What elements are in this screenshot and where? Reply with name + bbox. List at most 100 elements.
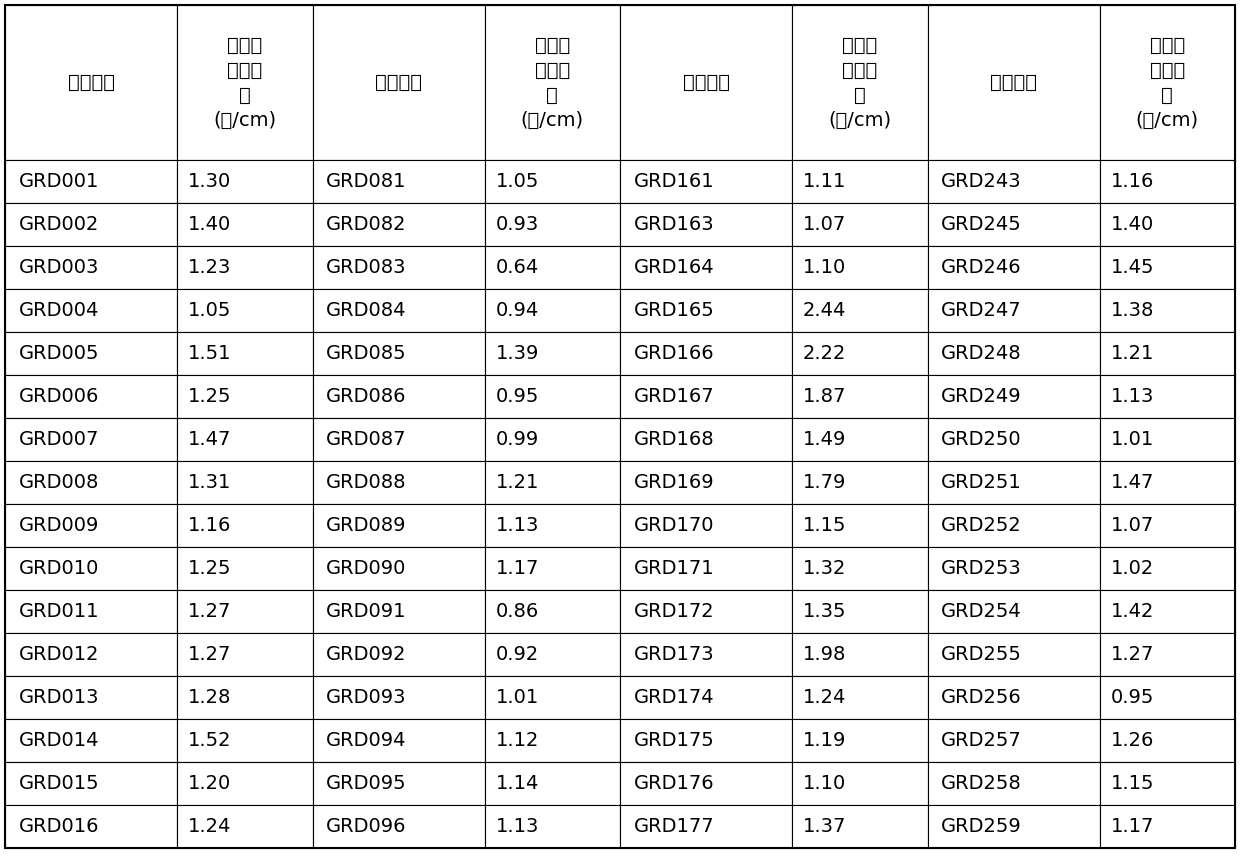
Text: GRD169: GRD169 — [634, 473, 714, 492]
Bar — [928, 375, 1100, 418]
Bar — [312, 375, 485, 418]
Bar — [485, 246, 620, 289]
Text: 0.95: 0.95 — [496, 387, 539, 406]
Bar — [620, 203, 792, 246]
Text: 1.10: 1.10 — [804, 258, 846, 277]
Bar — [620, 805, 792, 848]
Text: GRD256: GRD256 — [941, 688, 1022, 707]
Bar — [928, 590, 1100, 633]
Bar — [177, 375, 312, 418]
Bar — [5, 5, 177, 160]
Bar — [1100, 461, 1235, 504]
Bar — [620, 5, 792, 160]
Bar — [177, 590, 312, 633]
Text: 1.13: 1.13 — [496, 817, 539, 836]
Text: 0.94: 0.94 — [496, 301, 538, 320]
Bar — [177, 461, 312, 504]
Text: 1.07: 1.07 — [1111, 516, 1153, 535]
Text: 1.16: 1.16 — [188, 516, 232, 535]
Bar — [312, 5, 485, 160]
Bar — [928, 461, 1100, 504]
Bar — [177, 203, 312, 246]
Text: 1.52: 1.52 — [188, 731, 232, 750]
Bar — [312, 332, 485, 375]
Text: GRD164: GRD164 — [634, 258, 714, 277]
Text: GRD168: GRD168 — [634, 430, 714, 449]
Text: GRD014: GRD014 — [19, 731, 99, 750]
Bar — [312, 246, 485, 289]
Text: 1.32: 1.32 — [804, 559, 847, 578]
Text: GRD246: GRD246 — [941, 258, 1022, 277]
Text: GRD085: GRD085 — [326, 344, 407, 363]
Bar — [1100, 676, 1235, 719]
Bar — [5, 461, 177, 504]
Bar — [312, 418, 485, 461]
Text: 材料代号: 材料代号 — [990, 73, 1037, 92]
Text: GRD172: GRD172 — [634, 602, 714, 621]
Text: GRD003: GRD003 — [19, 258, 99, 277]
Text: GRD005: GRD005 — [19, 344, 99, 363]
Text: GRD251: GRD251 — [941, 473, 1022, 492]
Bar — [312, 203, 485, 246]
Text: 1.38: 1.38 — [1111, 301, 1154, 320]
Text: 1.87: 1.87 — [804, 387, 847, 406]
Bar — [485, 590, 620, 633]
Text: 1.21: 1.21 — [1111, 344, 1154, 363]
Bar — [1100, 5, 1235, 160]
Text: 材料代号: 材料代号 — [68, 73, 114, 92]
Bar — [928, 246, 1100, 289]
Bar — [792, 418, 928, 461]
Text: GRD258: GRD258 — [941, 774, 1022, 793]
Bar — [1100, 719, 1235, 762]
Text: 1.37: 1.37 — [804, 817, 847, 836]
Bar — [177, 418, 312, 461]
Bar — [177, 805, 312, 848]
Bar — [177, 504, 312, 547]
Text: GRD243: GRD243 — [941, 172, 1022, 191]
Bar — [485, 461, 620, 504]
Text: 1.47: 1.47 — [188, 430, 232, 449]
Bar — [1100, 590, 1235, 633]
Text: 1.49: 1.49 — [804, 430, 847, 449]
Bar — [485, 762, 620, 805]
Bar — [620, 676, 792, 719]
Bar — [928, 762, 1100, 805]
Text: GRD006: GRD006 — [19, 387, 99, 406]
Text: 1.23: 1.23 — [188, 258, 232, 277]
Text: GRD255: GRD255 — [941, 645, 1022, 664]
Bar — [1100, 547, 1235, 590]
Text: 1.10: 1.10 — [804, 774, 846, 793]
Text: 1.11: 1.11 — [804, 172, 847, 191]
Bar — [485, 375, 620, 418]
Bar — [5, 805, 177, 848]
Text: 0.86: 0.86 — [496, 602, 538, 621]
Text: 0.99: 0.99 — [496, 430, 538, 449]
Bar — [792, 246, 928, 289]
Text: GRD013: GRD013 — [19, 688, 99, 707]
Bar — [792, 547, 928, 590]
Bar — [620, 289, 792, 332]
Bar — [485, 676, 620, 719]
Text: 主花序
角果密
度
(个/cm): 主花序 角果密 度 (个/cm) — [213, 35, 277, 129]
Bar — [928, 160, 1100, 203]
Bar — [485, 160, 620, 203]
Text: GRD174: GRD174 — [634, 688, 714, 707]
Bar — [620, 590, 792, 633]
Bar — [792, 590, 928, 633]
Bar — [5, 676, 177, 719]
Text: GRD083: GRD083 — [326, 258, 407, 277]
Text: 2.44: 2.44 — [804, 301, 847, 320]
Text: GRD253: GRD253 — [941, 559, 1022, 578]
Text: 0.95: 0.95 — [1111, 688, 1154, 707]
Text: 1.98: 1.98 — [804, 645, 847, 664]
Text: GRD089: GRD089 — [326, 516, 407, 535]
Text: 1.05: 1.05 — [188, 301, 232, 320]
Bar — [928, 289, 1100, 332]
Bar — [792, 676, 928, 719]
Text: GRD259: GRD259 — [941, 817, 1022, 836]
Text: GRD170: GRD170 — [634, 516, 714, 535]
Bar — [312, 676, 485, 719]
Bar — [928, 676, 1100, 719]
Text: GRD011: GRD011 — [19, 602, 99, 621]
Bar — [312, 461, 485, 504]
